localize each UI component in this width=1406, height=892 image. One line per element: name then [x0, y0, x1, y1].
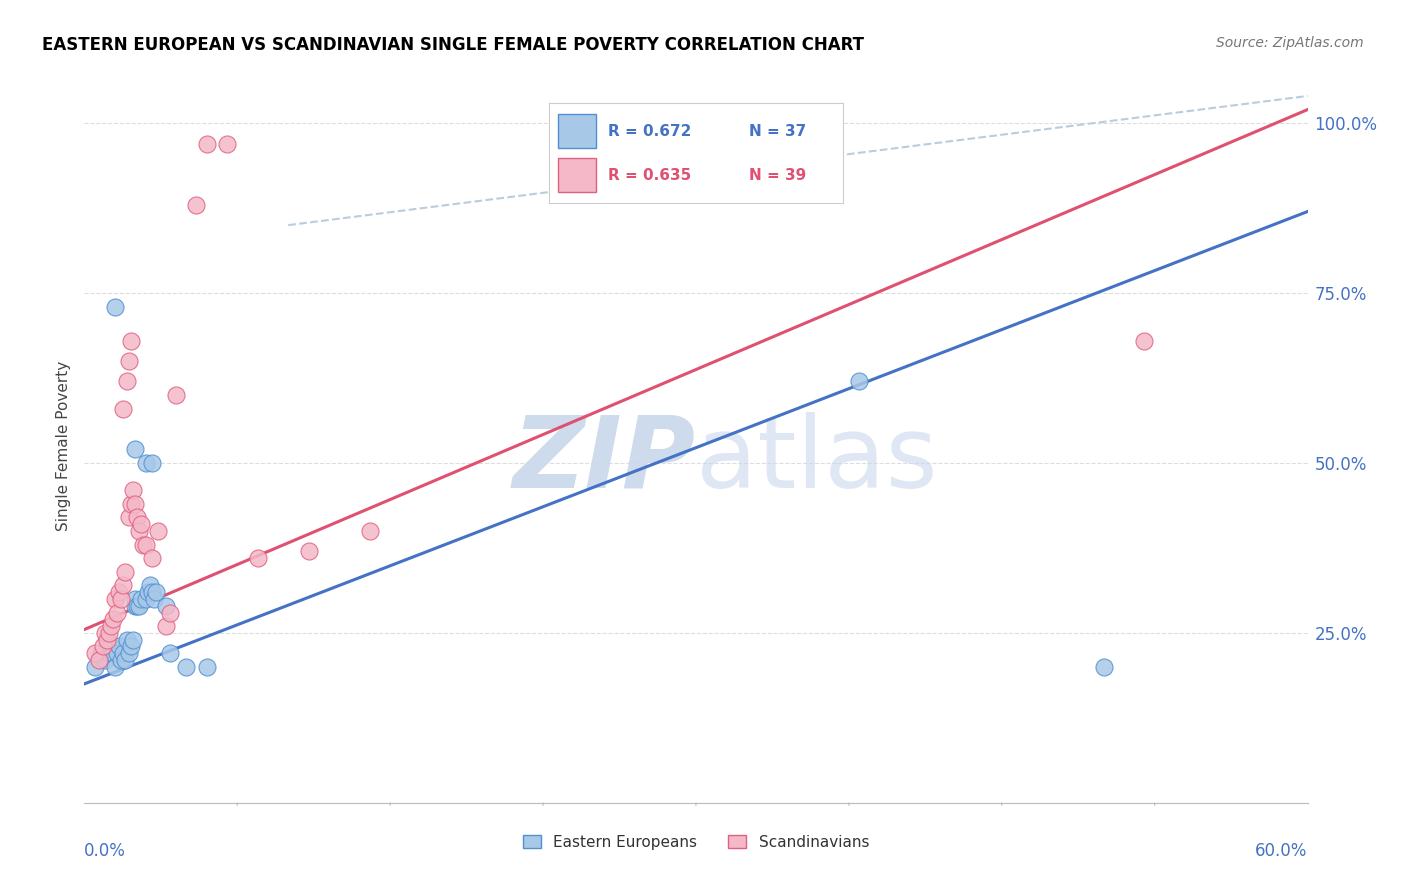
Point — [138, 578, 160, 592]
Point — [131, 591, 153, 606]
Point — [145, 585, 167, 599]
Point — [104, 591, 127, 606]
Point — [132, 537, 155, 551]
Point — [83, 660, 105, 674]
Point — [97, 626, 120, 640]
Point — [96, 632, 118, 647]
Point — [122, 632, 145, 647]
Y-axis label: Single Female Poverty: Single Female Poverty — [56, 361, 72, 531]
Text: Source: ZipAtlas.com: Source: ZipAtlas.com — [1216, 36, 1364, 50]
Point — [127, 599, 149, 613]
Point — [131, 517, 153, 532]
Text: 0.0%: 0.0% — [84, 842, 127, 860]
Point — [115, 375, 138, 389]
Point — [124, 599, 146, 613]
Point — [135, 537, 157, 551]
Point — [115, 632, 138, 647]
Legend: Eastern Europeans, Scandinavians: Eastern Europeans, Scandinavians — [517, 829, 875, 855]
Point — [100, 619, 122, 633]
Point — [127, 510, 149, 524]
Point — [165, 388, 187, 402]
Point — [159, 646, 181, 660]
Point — [90, 646, 112, 660]
Point — [101, 646, 124, 660]
Point — [848, 375, 870, 389]
Point — [100, 640, 122, 654]
Point — [176, 660, 198, 674]
Point — [87, 653, 110, 667]
Point — [359, 524, 381, 538]
Point — [83, 646, 105, 660]
Point — [118, 646, 141, 660]
Point — [93, 653, 117, 667]
Point — [186, 198, 208, 212]
Point — [124, 497, 146, 511]
Point — [120, 334, 142, 348]
Point — [93, 626, 117, 640]
Point — [114, 565, 136, 579]
Point — [141, 551, 163, 566]
Point — [114, 653, 136, 667]
Point — [128, 599, 150, 613]
Point — [124, 442, 146, 457]
Text: EASTERN EUROPEAN VS SCANDINAVIAN SINGLE FEMALE POVERTY CORRELATION CHART: EASTERN EUROPEAN VS SCANDINAVIAN SINGLE … — [42, 36, 865, 54]
Point — [298, 544, 321, 558]
Point — [159, 606, 181, 620]
Point — [217, 136, 239, 151]
Point — [124, 591, 146, 606]
Point — [105, 646, 128, 660]
Point — [135, 456, 157, 470]
Point — [128, 524, 150, 538]
Point — [141, 585, 163, 599]
Point — [120, 497, 142, 511]
Point — [112, 578, 135, 592]
Point — [195, 660, 218, 674]
Point — [146, 524, 169, 538]
Point — [112, 646, 135, 660]
Point — [104, 660, 127, 674]
Point — [110, 653, 132, 667]
Text: 60.0%: 60.0% — [1256, 842, 1308, 860]
Text: atlas: atlas — [696, 412, 938, 508]
Point — [118, 354, 141, 368]
Point — [155, 599, 177, 613]
Point — [110, 591, 132, 606]
Point — [91, 640, 114, 654]
Point — [97, 646, 120, 660]
Point — [105, 606, 128, 620]
Point — [136, 585, 159, 599]
Point — [142, 591, 165, 606]
Point — [1133, 334, 1156, 348]
Point — [195, 136, 218, 151]
Point — [120, 640, 142, 654]
Point — [112, 401, 135, 416]
Point — [1092, 660, 1115, 674]
Point — [122, 483, 145, 498]
Point — [108, 640, 131, 654]
Point — [155, 619, 177, 633]
Point — [101, 612, 124, 626]
Point — [135, 591, 157, 606]
Point — [246, 551, 269, 566]
Point — [118, 510, 141, 524]
Point — [108, 585, 131, 599]
Point — [141, 456, 163, 470]
Point — [104, 300, 127, 314]
Text: ZIP: ZIP — [513, 412, 696, 508]
